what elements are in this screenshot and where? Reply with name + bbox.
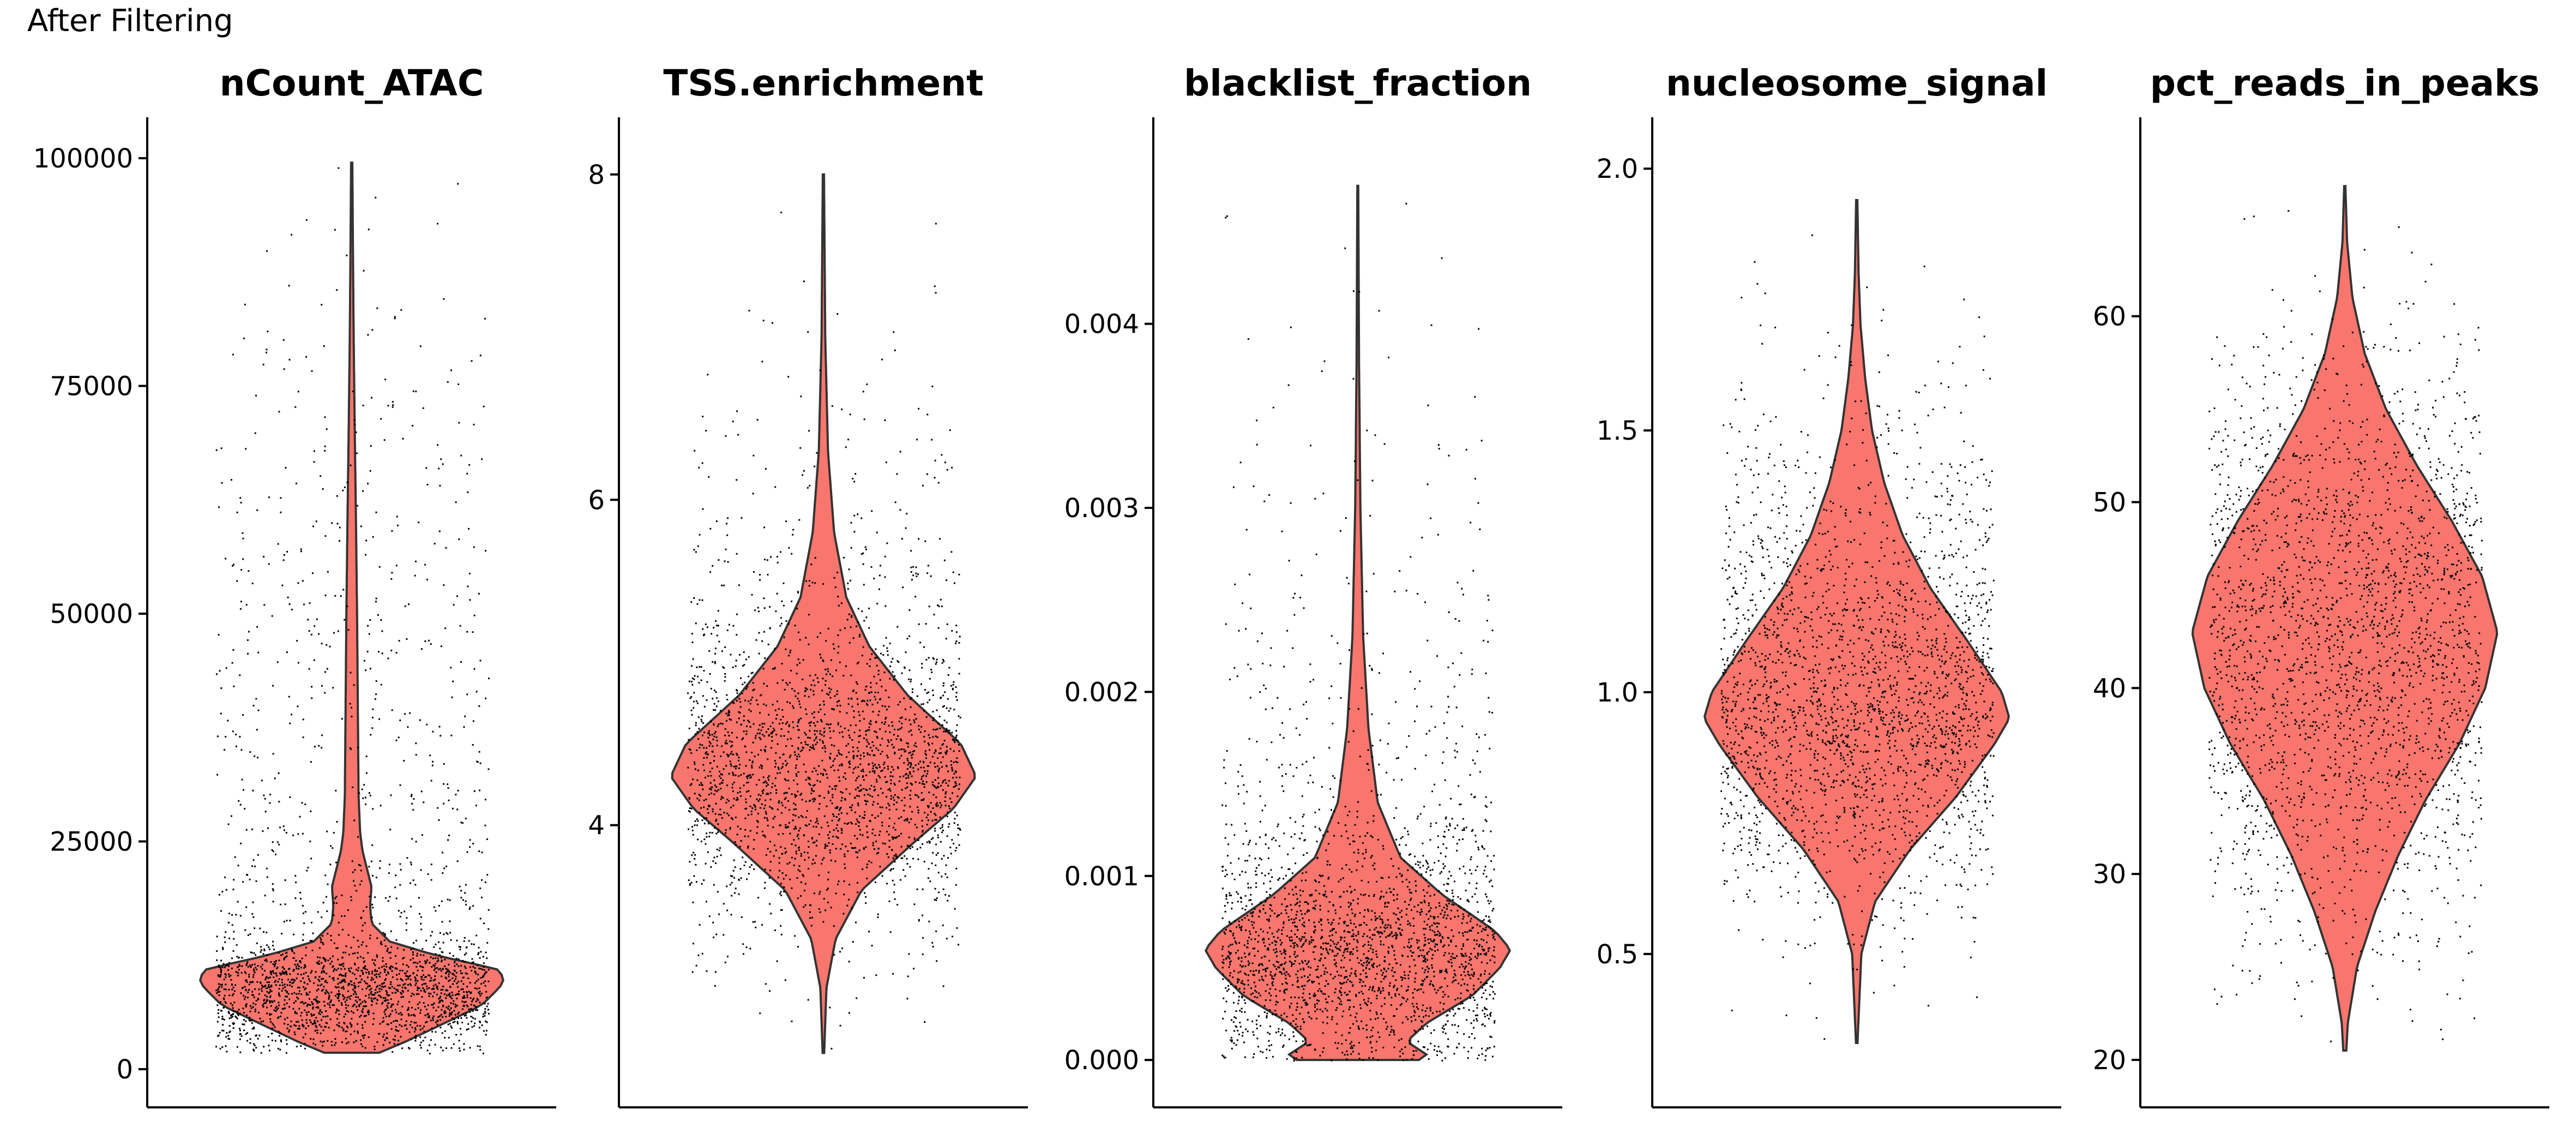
panel-1: TSS.enrichment 4 6 8 <box>588 62 1028 1108</box>
y-tick-label: 0.001 <box>1064 861 1139 892</box>
panel-title: nCount_ATAC <box>220 62 484 104</box>
y-tick-label: 60 <box>2093 302 2126 332</box>
y-tick-label: 1.5 <box>1597 416 1638 446</box>
y-tick-label: 40 <box>2093 673 2126 704</box>
y-tick-label: 6 <box>588 485 605 515</box>
y-tick-label: 20 <box>2093 1045 2126 1076</box>
points <box>215 167 490 1054</box>
violin-shape <box>671 173 976 1054</box>
y-tick-label: 4 <box>588 811 605 841</box>
violin-shape <box>1204 184 1512 1062</box>
y-tick-label: 0.5 <box>1597 939 1638 970</box>
violin-shape <box>199 161 504 1054</box>
panel-3: nucleosome_signal 0.5 1.0 1.5 2.0 <box>1597 62 2061 1108</box>
panel-0: nCount_ATAC 0 25000 50000 75000 100000 <box>33 62 556 1108</box>
y-tick-label: 25000 <box>50 827 133 858</box>
panel-title: nucleosome_signal <box>1666 62 2048 104</box>
jitter-points <box>1720 234 1995 1040</box>
y-tick-label: 100000 <box>33 143 133 174</box>
y-tick-label: 50000 <box>50 599 133 630</box>
points <box>1221 202 1496 1062</box>
y-tick-label: 1.0 <box>1597 678 1638 708</box>
y-tick-label: 50 <box>2093 488 2126 518</box>
y-tick-label: 0.004 <box>1064 309 1139 340</box>
violin-shape <box>2191 185 2499 1052</box>
panel-title: TSS.enrichment <box>663 62 983 104</box>
y-tick-label: 2.0 <box>1597 154 1638 184</box>
page-title: After Filtering <box>27 3 233 39</box>
jitter-points <box>1221 202 1496 1062</box>
panel-title: pct_reads_in_peaks <box>2150 62 2540 104</box>
y-tick-label: 75000 <box>50 371 133 402</box>
y-tick-label: 8 <box>588 160 605 190</box>
panel-title: blacklist_fraction <box>1184 62 1532 104</box>
y-tick-label: 0 <box>116 1054 133 1085</box>
y-tick-label: 0.002 <box>1064 677 1139 708</box>
panel-4: pct_reads_in_peaks 20 30 40 50 60 <box>2093 62 2549 1108</box>
y-tick-label: 0.000 <box>1064 1045 1139 1076</box>
violin-shape <box>1704 199 2010 1044</box>
panel-2: blacklist_fraction 0.000 0.001 0.002 0.003 0.… <box>1064 62 1562 1108</box>
jitter-points <box>215 167 490 1054</box>
y-tick-label: 0.003 <box>1064 493 1139 524</box>
y-tick-label: 30 <box>2093 859 2126 890</box>
points <box>1720 234 1995 1040</box>
